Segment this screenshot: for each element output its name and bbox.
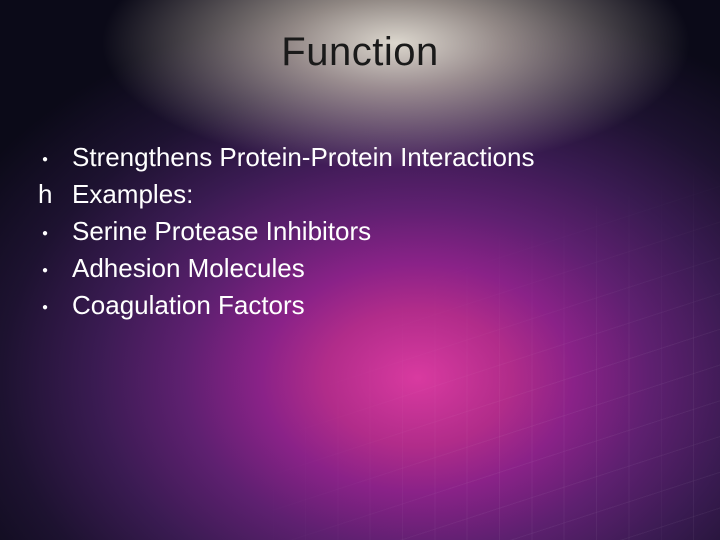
list-item: Coagulation Factors <box>38 288 690 323</box>
slide-body: Strengthens Protein-Protein Interactions… <box>38 140 690 325</box>
list-item: Adhesion Molecules <box>38 251 690 286</box>
list-item: h Examples: <box>38 177 690 212</box>
list-item-text: Strengthens Protein-Protein Interactions <box>72 140 690 175</box>
list-item-text: Coagulation Factors <box>72 288 690 323</box>
slide-title: Function <box>0 30 720 75</box>
bullet-icon <box>38 140 72 175</box>
list-item-text: Adhesion Molecules <box>72 251 690 286</box>
list-item: Serine Protease Inhibitors <box>38 214 690 249</box>
list-item-text: Examples: <box>72 177 690 212</box>
bullet-icon <box>38 288 72 323</box>
marker-letter: h <box>38 177 72 212</box>
list-item-text: Serine Protease Inhibitors <box>72 214 690 249</box>
bullet-icon <box>38 251 72 286</box>
slide: Function Strengthens Protein-Protein Int… <box>0 0 720 540</box>
list-item: Strengthens Protein-Protein Interactions <box>38 140 690 175</box>
bullet-icon <box>38 214 72 249</box>
